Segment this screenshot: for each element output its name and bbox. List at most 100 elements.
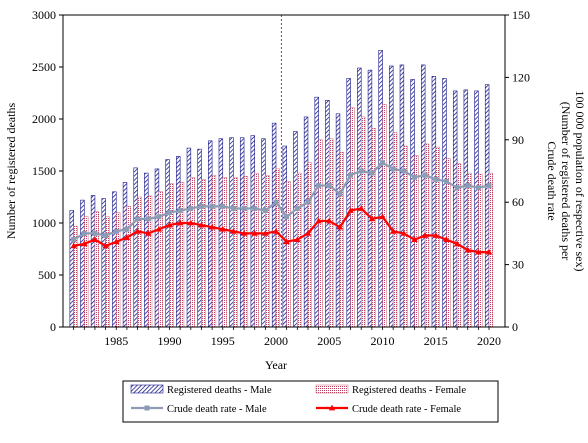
point-rate-male-1985 — [113, 228, 119, 234]
bar-male-2010 — [378, 50, 383, 328]
point-rate-male-2016 — [443, 178, 449, 184]
point-rate-female-1997 — [240, 230, 248, 236]
point-rate-male-2009 — [369, 170, 375, 176]
bar-female-2006 — [339, 152, 344, 328]
bar-female-2008 — [361, 116, 366, 328]
xtick-1990: 1990 — [158, 334, 182, 348]
bar-male-1995 — [218, 138, 224, 328]
point-rate-male-1999 — [262, 208, 268, 214]
point-rate-male-2013 — [411, 174, 417, 180]
point-rate-male-1982 — [81, 230, 87, 236]
xtick-2015: 2015 — [424, 334, 448, 348]
bar-female-1995 — [222, 177, 227, 328]
xtick-2005: 2005 — [317, 334, 341, 348]
point-rate-female-1984 — [102, 242, 109, 249]
bar-male-2020 — [484, 84, 490, 328]
bar-male-1988 — [144, 172, 149, 328]
point-rate-male-1986 — [124, 226, 130, 232]
bar-male-1993 — [197, 148, 202, 328]
bar-female-2003 — [307, 162, 312, 328]
point-rate-male-1990 — [167, 210, 173, 216]
bar-male-2013 — [410, 79, 415, 328]
point-rate-male-1984 — [103, 232, 109, 238]
point-rate-female-1986 — [123, 234, 131, 240]
point-rate-male-1991 — [177, 208, 183, 214]
legend: Registered deaths - Male Registered death… — [122, 380, 499, 423]
point-rate-male-1996 — [230, 205, 236, 211]
ytick-right-0: 0 — [512, 320, 518, 334]
legend-marker-male-rate — [144, 405, 150, 411]
ytick-left-0: 0 — [50, 320, 56, 334]
point-rate-female-2011 — [389, 228, 397, 234]
bar-male-2008 — [357, 67, 362, 328]
point-rate-male-1993 — [198, 203, 204, 209]
point-rate-female-1985 — [113, 238, 120, 245]
point-rate-female-1993 — [198, 221, 205, 228]
point-rate-male-1989 — [156, 214, 162, 220]
ytick-left-500: 500 — [38, 268, 56, 282]
point-rate-female-2019 — [475, 248, 482, 255]
bar-male-1982 — [80, 199, 85, 328]
point-rate-female-2012 — [400, 230, 408, 236]
point-rate-male-2004 — [316, 183, 322, 189]
legend-label-male-rate: Crude death rate - Male — [167, 404, 267, 415]
point-rate-female-2009 — [368, 215, 376, 222]
point-rate-male-2002 — [294, 205, 300, 211]
point-rate-female-1991 — [176, 219, 184, 226]
bar-female-1997 — [243, 175, 249, 328]
line-rate-male — [73, 161, 490, 241]
legend-label-female-rate: Crude death rate - Female — [352, 404, 461, 415]
point-rate-female-2000 — [272, 228, 280, 234]
bar-male-2007 — [346, 78, 351, 328]
bar-female-2005 — [329, 138, 334, 328]
bar-female-1986 — [126, 206, 131, 328]
point-rate-female-2007 — [347, 207, 354, 213]
y-axis-right-label-line-3: 100 000 population of respective sex) — [573, 91, 587, 272]
legend-swatch-female-bar — [315, 384, 349, 394]
bar-male-1981 — [69, 210, 74, 328]
bar-male-2012 — [399, 64, 405, 328]
point-rate-male-2003 — [305, 199, 311, 205]
point-rate-female-1981 — [70, 242, 77, 249]
point-rate-female-2006 — [336, 223, 344, 230]
point-rate-male-2005 — [326, 183, 332, 189]
point-rate-female-1992 — [187, 219, 195, 226]
plot-area — [69, 15, 494, 328]
point-rate-female-2015 — [432, 232, 439, 238]
point-rate-male-1992 — [188, 205, 194, 211]
point-rate-female-2018 — [464, 246, 471, 253]
point-rate-female-2003 — [304, 230, 312, 236]
ytick-right-90: 90 — [512, 133, 524, 147]
point-rate-female-1987 — [134, 228, 141, 234]
xtick-2010: 2010 — [371, 334, 395, 348]
bar-female-1989 — [158, 191, 163, 328]
line-rate-female — [73, 207, 490, 254]
point-rate-male-2014 — [422, 172, 428, 178]
bar-male-1986 — [122, 182, 128, 328]
point-rate-female-2005 — [326, 217, 333, 224]
bar-male-2001 — [282, 145, 287, 328]
bar-male-1992 — [186, 147, 192, 328]
point-rate-male-2007 — [348, 172, 354, 178]
bar-male-1985 — [112, 191, 117, 328]
ytick-left-2000: 2000 — [32, 112, 56, 126]
point-rate-male-1983 — [92, 230, 98, 236]
ytick-left-3000: 3000 — [32, 8, 56, 22]
bar-female-2001 — [286, 181, 291, 328]
point-rate-female-1988 — [145, 230, 152, 236]
bar-male-1990 — [165, 159, 170, 328]
point-rate-female-2002 — [294, 236, 301, 243]
legend-box — [122, 380, 499, 423]
point-rate-female-1994 — [208, 223, 216, 230]
bar-male-2011 — [389, 65, 394, 328]
xtick-2020: 2020 — [477, 334, 501, 348]
point-rate-female-2004 — [315, 217, 322, 224]
point-rate-male-1988 — [145, 216, 151, 222]
point-rate-female-1990 — [166, 221, 173, 228]
point-rate-female-1983 — [91, 236, 99, 243]
legend-label-female-bar: Registered deaths - Female — [352, 385, 466, 396]
point-rate-female-2020 — [485, 248, 493, 255]
point-rate-male-2020 — [486, 183, 492, 189]
point-rate-male-2018 — [465, 183, 471, 189]
bar-female-1993 — [201, 179, 206, 328]
